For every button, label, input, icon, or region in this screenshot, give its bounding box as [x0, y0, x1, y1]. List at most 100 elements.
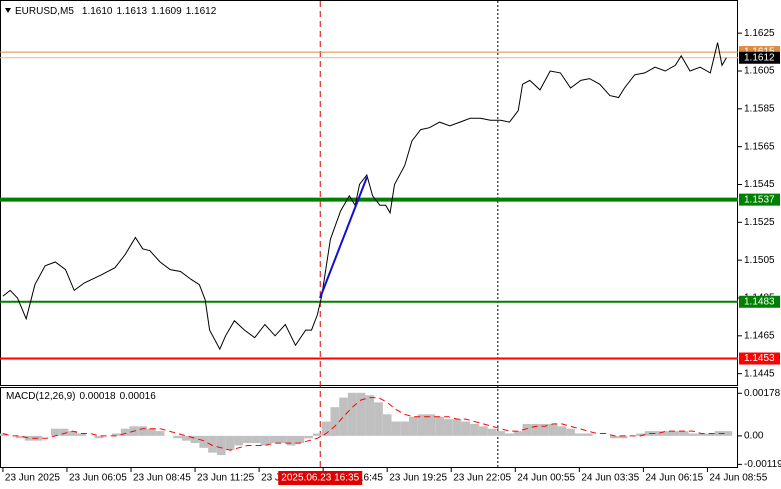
histogram-bar — [147, 428, 156, 436]
menu-arrow — [5, 8, 11, 13]
histogram-bar — [374, 402, 383, 436]
histogram-bar — [181, 435, 191, 441]
trend-line — [319, 176, 368, 299]
open: 1.1610 — [82, 6, 113, 17]
x-tick-label: 23 Jun 19:25 — [389, 473, 447, 484]
y-tick-label: 0.00 — [744, 431, 764, 442]
macd-header: MACD(12,26,9) 0.00018 0.00016 — [6, 391, 156, 402]
y-tick-label: 1.1465 — [744, 330, 775, 341]
x-tick-label: 24 Jun 03:35 — [581, 473, 639, 484]
y-tick-label: 1.1505 — [744, 255, 775, 266]
histogram-bar — [609, 435, 619, 439]
histogram-bar — [426, 414, 436, 436]
level-label-box — [739, 193, 780, 206]
histogram-bar — [513, 431, 523, 436]
histogram-bar — [356, 392, 366, 436]
histogram-bar — [461, 421, 471, 436]
histogram-bar — [496, 431, 506, 436]
y-tick-label: 0.00178 — [744, 388, 781, 399]
y-tick-label: 1.1565 — [744, 141, 775, 152]
level-label: 1.1612 — [744, 52, 775, 63]
histogram-bar — [505, 433, 514, 436]
histogram-bar — [24, 435, 34, 441]
y-tick-label: 1.1525 — [744, 217, 775, 228]
y-tick-label: 1.1605 — [744, 66, 775, 77]
histogram-bar — [225, 435, 235, 451]
level-label-box — [739, 51, 780, 64]
price-panel — [0, 0, 738, 386]
histogram-bar — [269, 435, 279, 444]
histogram-bar — [391, 421, 401, 436]
histogram-bar — [339, 397, 348, 436]
x-tick-label: 23 Jun 11:25 — [197, 473, 255, 484]
histogram-bar — [295, 435, 305, 444]
macd-title: MACD(12,26,9) — [6, 391, 75, 402]
histogram-bar — [234, 435, 244, 446]
histogram-bar — [312, 433, 322, 436]
histogram-bar — [155, 431, 165, 436]
histogram-bar — [59, 428, 69, 436]
y-tick-label: 1.1585 — [744, 103, 775, 114]
histogram-bar — [50, 428, 60, 436]
histogram-bar — [470, 423, 479, 436]
x-tick-label: 24 Jun 00:55 — [517, 473, 575, 484]
histogram-bar — [330, 407, 340, 436]
histogram-bar — [531, 423, 541, 436]
histogram-bar — [435, 416, 444, 436]
symbol: EURUSD,M5 — [15, 6, 74, 17]
histogram-bar — [688, 433, 698, 436]
histogram-bar — [583, 433, 593, 436]
histogram-bar — [653, 431, 663, 436]
histogram-bar — [112, 433, 121, 436]
high: 1.1613 — [117, 6, 148, 17]
histogram-bar — [286, 435, 296, 446]
histogram-bar — [365, 395, 375, 436]
y-tick-label: 1.1625 — [744, 28, 775, 39]
histogram-bar — [190, 435, 200, 444]
x-tick-label: 23 Jun 06:05 — [69, 473, 127, 484]
histogram-bar — [94, 435, 104, 439]
histogram-bar — [68, 431, 78, 436]
level-label-box — [739, 295, 780, 308]
histogram-bar — [321, 421, 331, 436]
close: 1.1612 — [186, 6, 217, 17]
histogram-bar — [278, 435, 287, 444]
histogram-bar — [199, 435, 209, 448]
signal-line — [2, 397, 728, 451]
histogram-bar — [0, 433, 8, 436]
histogram-bar — [679, 431, 689, 436]
histogram-bar — [260, 435, 270, 446]
level-label: 1.1453 — [744, 353, 775, 364]
x-tick-label: 23 Jun 22:05 — [453, 473, 511, 484]
histogram-bar — [644, 431, 654, 436]
histogram-bar — [636, 433, 645, 436]
macd-value: 0.00018 — [79, 391, 116, 402]
x-tick-label: 23 Jun 2025 — [5, 473, 60, 484]
x-tick-label: 24 Jun 08:55 — [709, 473, 767, 484]
histogram-bar — [251, 435, 261, 444]
y-tick-label: -0.00119 — [744, 459, 781, 470]
price-line — [2, 42, 727, 351]
histogram-bar — [540, 423, 549, 436]
histogram-bar — [452, 419, 462, 436]
histogram-bar — [208, 435, 217, 453]
cursor-label: 2025.06.23 16:35 — [281, 473, 359, 484]
histogram-bar — [671, 431, 680, 436]
histogram-bar — [77, 433, 86, 436]
level-label: 1.1537 — [744, 194, 775, 205]
histogram-bar — [443, 419, 453, 436]
histogram-bar — [347, 392, 357, 436]
y-tick-label: 1.1445 — [744, 368, 775, 379]
histogram-bar — [723, 431, 733, 436]
histogram-bar — [382, 414, 392, 436]
histogram-bar — [216, 435, 226, 456]
histogram-bar — [574, 433, 584, 436]
y-tick-label: 1.1545 — [744, 179, 775, 190]
cursor-label-box — [278, 471, 363, 485]
histogram-bar — [304, 435, 313, 439]
histogram-bar — [522, 423, 532, 436]
